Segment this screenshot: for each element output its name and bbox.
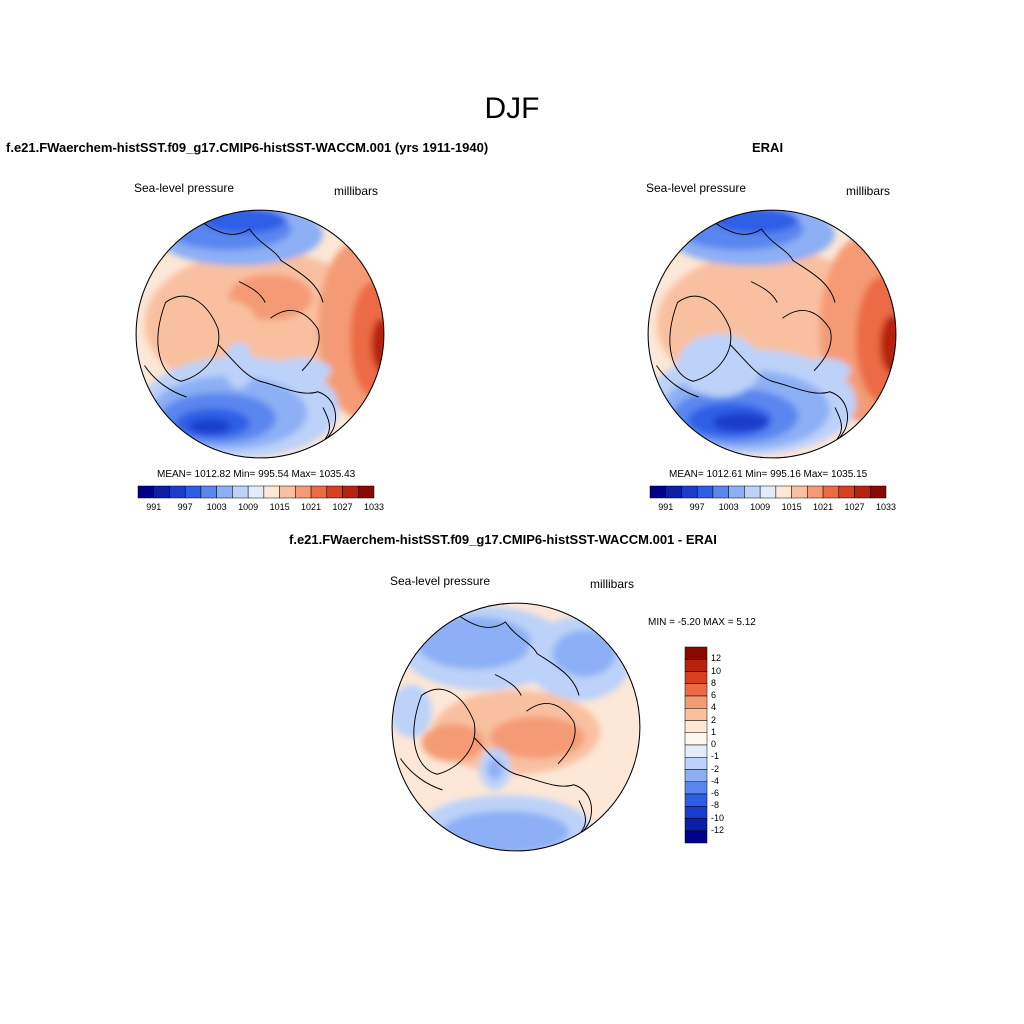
diff-colorbar-tick-label: 1 (711, 726, 717, 737)
diff-colorbar-tick-label: 10 (711, 665, 722, 676)
model-colorbar-box (310, 485, 328, 499)
obs-units-label: millibars (846, 184, 891, 198)
obs-colorbar-box (728, 485, 745, 499)
diff-panel-title: f.e21.FWaerchem-histSST.f09_g17.CMIP6-hi… (289, 532, 717, 547)
model-colorbar-box (358, 485, 375, 499)
obs-colorbar-box (838, 485, 855, 499)
diff-colorbar-box (684, 793, 708, 807)
model-colorbar-box (200, 485, 217, 499)
obs-colorbar-box (696, 485, 714, 499)
diff-colorbar-tick-label: -12 (711, 824, 725, 835)
diff-colorbar-tick-label: 0 (711, 739, 717, 749)
model-colorbar-box (279, 485, 296, 499)
obs-colorbar-box (712, 485, 729, 499)
model-colorbar-box (263, 485, 280, 499)
model-colorbar (137, 485, 375, 499)
diff-colorbar-tick-label: -2 (711, 763, 720, 774)
model-colorbar-tick-label: 997 (177, 502, 193, 512)
diff-colorbar-tick-label: -4 (711, 775, 720, 786)
obs-colorbar-ticks: 991 997 1003 1009 1015 1021 1027 1033 (650, 502, 896, 514)
diff-colorbar-box (684, 744, 708, 758)
model-colorbar-tick-label: 991 (146, 502, 162, 512)
obs-colorbar-box (870, 485, 887, 499)
obs-panel-title: ERAI (752, 140, 784, 155)
diff-colorbar-tick-label: 4 (711, 702, 717, 713)
obs-colorbar-box (744, 485, 761, 499)
obs-colorbar-box (822, 485, 840, 499)
diff-colorbar-box (684, 757, 708, 770)
model-colorbar-tick-label: 1009 (238, 502, 259, 512)
model-polar-map (135, 209, 385, 459)
obs-colorbar-box (854, 485, 871, 499)
diff-colorbar-box (684, 646, 708, 660)
model-variable-label: Sea-level pressure (134, 181, 235, 195)
diff-colorbar-box (684, 708, 708, 721)
diff-colorbar-tick-label: 12 (711, 653, 722, 664)
diff-colorbar-box (684, 683, 708, 697)
model-colorbar-box (295, 485, 312, 499)
obs-colorbar-box (649, 485, 666, 499)
model-colorbar-box (169, 485, 186, 499)
obs-colorbar-tick-label: 1015 (781, 502, 802, 512)
model-colorbar-ticks: 991 997 1003 1009 1015 1021 1027 1033 (138, 502, 384, 514)
model-units-label: millibars (334, 184, 379, 198)
model-panel-title: f.e21.FWaerchem-histSST.f09_g17.CMIP6-hi… (6, 140, 489, 155)
model-colorbar-tick-label: 1021 (301, 502, 322, 512)
obs-colorbar-tick-label: 1003 (718, 502, 739, 512)
diff-colorbar-box (684, 781, 708, 795)
obs-colorbar-box (759, 485, 777, 499)
obs-colorbar (649, 485, 887, 499)
obs-colorbar-box (665, 485, 682, 499)
obs-colorbar-box (775, 485, 792, 499)
model-colorbar-box (216, 485, 233, 499)
obs-variable-label: Sea-level pressure (646, 181, 747, 195)
obs-colorbar-box (791, 485, 808, 499)
model-colorbar-box (342, 485, 359, 499)
diff-colorbar-tick-label: 2 (711, 714, 717, 725)
model-colorbar-box (153, 485, 170, 499)
model-colorbar-box (137, 485, 154, 499)
model-colorbar-box (326, 485, 343, 499)
obs-colorbar-tick-label: 991 (658, 502, 674, 512)
obs-colorbar-tick-label: 997 (689, 502, 705, 512)
diff-units-label: millibars (590, 577, 635, 591)
obs-colorbar-tick-label: 1033 (875, 502, 897, 512)
model-colorbar-box (184, 485, 202, 499)
model-stats: MEAN= 1012.82 Min= 995.54 Max= 1035.43 (157, 469, 356, 480)
diff-colorbar-box (684, 732, 708, 746)
diff-colorbar-box (684, 720, 708, 733)
obs-colorbar-box (681, 485, 698, 499)
obs-colorbar-tick-label: 1009 (750, 502, 771, 512)
diff-colorbar-tick-label: -8 (711, 800, 720, 811)
obs-colorbar-tick-label: 1027 (844, 502, 865, 512)
diff-variable-label: Sea-level pressure (390, 574, 491, 588)
obs-colorbar-tick-label: 1021 (813, 502, 834, 512)
obs-colorbar-box (807, 485, 824, 499)
diff-colorbar-tick-label: 8 (711, 677, 717, 688)
diff-colorbar-tick-label: -1 (711, 751, 720, 762)
diff-colorbar-box (684, 818, 708, 831)
diff-colorbar-tick-label: -10 (711, 812, 725, 823)
model-colorbar-tick-label: 1033 (363, 502, 385, 512)
diff-colorbar-ticks: 12 10 8 6 4 2 1 0 -1 -2 -4 -6 -8 -10 -12 (709, 647, 739, 843)
diff-colorbar-box (684, 695, 708, 709)
diff-stats: MIN = -5.20 MAX = 5.12 (648, 617, 756, 628)
diff-colorbar-tick-label: -6 (711, 788, 720, 798)
diff-colorbar-box (684, 830, 708, 844)
diff-colorbar-box (684, 671, 708, 684)
obs-polar-map (647, 209, 897, 459)
diff-colorbar-box (684, 769, 708, 782)
model-colorbar-box (247, 485, 265, 499)
diff-colorbar-tick-label: 6 (711, 690, 717, 700)
diff-colorbar-box (684, 806, 708, 819)
diff-polar-map (391, 602, 641, 852)
diff-colorbar (684, 646, 708, 844)
model-colorbar-tick-label: 1003 (206, 502, 227, 512)
page-title: DJF (484, 92, 540, 125)
diff-colorbar-box (684, 659, 708, 672)
obs-stats: MEAN= 1012.61 Min= 995.16 Max= 1035.15 (669, 469, 868, 480)
model-colorbar-tick-label: 1027 (332, 502, 353, 512)
model-colorbar-tick-label: 1015 (269, 502, 290, 512)
model-colorbar-box (232, 485, 249, 499)
